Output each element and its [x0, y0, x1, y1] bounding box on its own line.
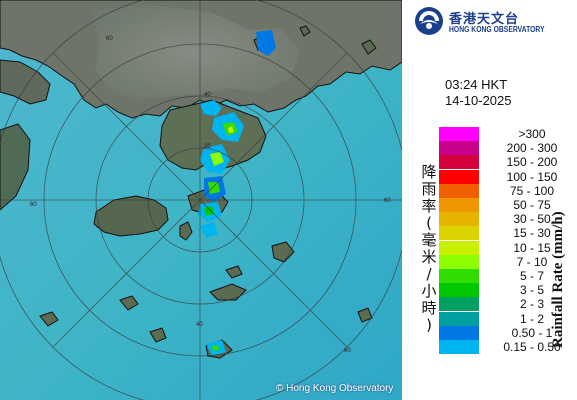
echo-11 [200, 222, 218, 238]
ring-label-40-south: 40 [196, 322, 203, 328]
legend-label: 100 - 150 [506, 169, 558, 184]
legend-label: 2 - 3 [519, 297, 544, 312]
legend-label: 1 - 2 [519, 311, 544, 326]
legend-title-chinese-char: 雨 [421, 180, 437, 198]
legend-label: >300 [518, 127, 546, 141]
lantau-island [93, 195, 169, 237]
western-land [0, 59, 51, 105]
legend-title-english: Rainfall Rate (mm/h) [550, 211, 566, 348]
legend-title-chinese-char: / [426, 265, 432, 283]
radar-date: 14-10-2025 [445, 93, 512, 108]
ring-label-60-southeast: 60 [344, 348, 351, 354]
legend-swatch [439, 340, 479, 354]
echo-4 [228, 126, 234, 133]
legend-swatch [439, 283, 479, 298]
legend-swatch [439, 141, 479, 156]
legend-title-chinese-char: 率 [421, 197, 437, 215]
echo-8 [208, 182, 220, 194]
legend-title-chinese-char: 毫 [421, 231, 437, 249]
hko-logo: 香港天文台 HONG KONG OBSERVATORY [414, 6, 574, 36]
echo-1 [200, 100, 222, 116]
legend-label: 200 - 300 [506, 141, 558, 156]
radar-map: 20 40 60 60 40 60 60 © Hong Kong Observa… [0, 0, 402, 400]
copyright-text: © Hong Kong Observatory [276, 383, 394, 394]
legend-title-chinese-char: ) [426, 316, 432, 334]
range-rings [0, 0, 402, 400]
hko-logo-icon [415, 7, 443, 35]
radar-time: 03:24 HKT [445, 77, 508, 92]
echo-14 [212, 345, 219, 351]
legend-label: 30 - 50 [513, 212, 551, 227]
legend-label: 10 - 15 [513, 240, 551, 255]
legend-swatch [439, 297, 479, 312]
ring-label-60-east: 60 [384, 198, 391, 204]
legend-title-chinese: 降雨率(毫米 / 小時) [421, 164, 437, 334]
legend-label: 5 - 7 [519, 269, 544, 283]
legend-title-chinese-char: ( [426, 214, 432, 232]
ring-label-40-north: 40 [204, 92, 211, 98]
echo-10 [204, 206, 214, 216]
ring-label-60-west: 60 [30, 202, 37, 208]
legend-title-chinese-char: 小 [421, 282, 437, 300]
legend-label: 7 - 10 [516, 254, 548, 269]
hko-name-chinese: 香港天文台 [449, 12, 520, 27]
legend-swatch [439, 325, 479, 340]
legend-swatch [439, 212, 479, 227]
western-peninsula [0, 123, 31, 211]
diagonal-line-2 [52, 52, 348, 348]
radar-rain-echoes [198, 30, 276, 356]
range-ring-labels: 20 40 60 60 40 60 60 [30, 36, 391, 354]
ring-label-60-north: 60 [106, 36, 113, 42]
lamma-island [179, 221, 193, 241]
legend-swatch [439, 311, 479, 326]
legend-swatch [439, 183, 479, 198]
mainland-cloud-texture [90, 5, 300, 100]
legend-label: 75 - 100 [509, 183, 555, 198]
legend-label: 150 - 200 [506, 155, 558, 170]
echo-6 [210, 152, 224, 166]
legend-title-chinese-char: 時 [421, 299, 437, 317]
legend-swatch [439, 155, 479, 170]
hko-name-english: HONG KONG OBSERVATORY [449, 25, 545, 34]
info-panel: 香港天文台 HONG KONG OBSERVATORY 03:24 HKT 14… [402, 0, 577, 400]
legend-swatch [439, 198, 479, 212]
legend-label: 3 - 5 [519, 283, 544, 298]
new-territories-land [159, 99, 267, 171]
legend-label: 0.15 - 0.50 [503, 340, 561, 354]
legend-label: 50 - 75 [513, 198, 551, 212]
legend-title-chinese-char: 降 [421, 163, 437, 181]
legend-swatch [439, 240, 479, 255]
legend-label: 0.50 - 1 [511, 325, 553, 340]
ring-label-20: 20 [204, 144, 211, 150]
legend-swatch [439, 226, 479, 241]
legend-swatch [439, 269, 479, 283]
legend-swatch [439, 254, 479, 269]
radar-map-svg: 20 40 60 60 40 60 60 [0, 0, 402, 400]
legend-title-chinese-char: 米 [421, 248, 437, 266]
echo-12 [256, 30, 276, 56]
legend-swatch [439, 127, 479, 141]
legend-label: 15 - 30 [513, 226, 551, 241]
legend-swatch [439, 169, 479, 184]
